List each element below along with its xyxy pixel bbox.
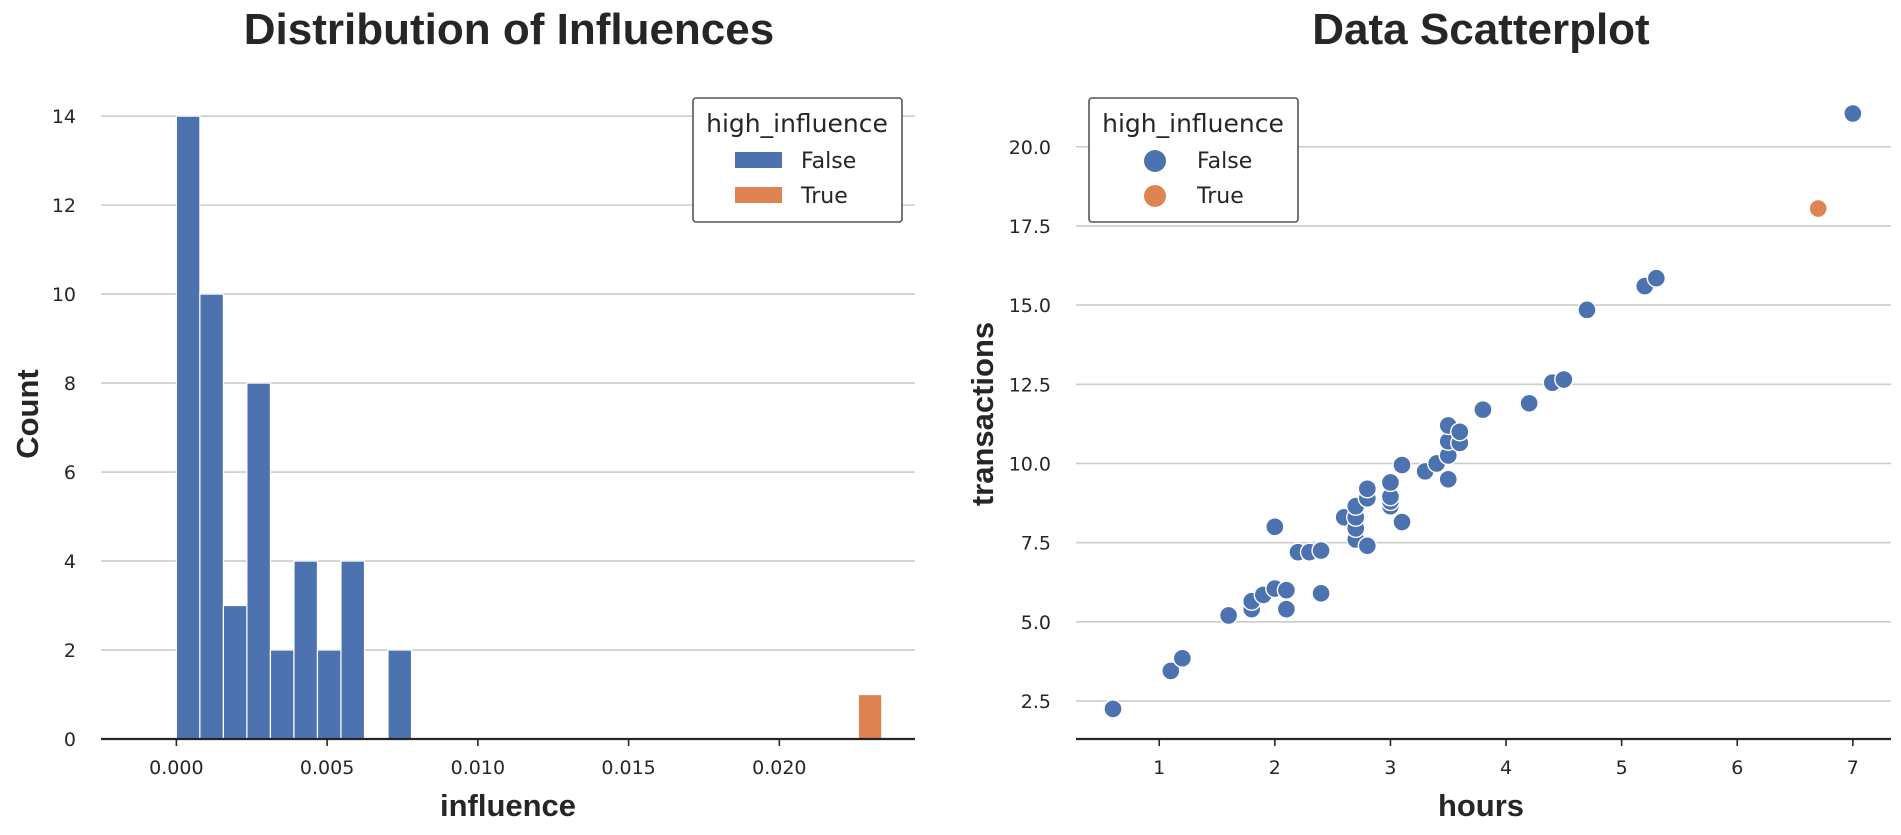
histogram-x-ticks: 0.000 0.005 0.010 0.015 0.020	[149, 739, 807, 779]
histogram-bar-false	[340, 560, 366, 740]
histogram-y-tick-label: 2	[64, 640, 76, 662]
scatter-x-tick-label: 7	[1847, 757, 1859, 779]
scatter-point-true	[1808, 198, 1828, 219]
scatter-x-tick-label: 1	[1153, 757, 1165, 779]
scatter-x-tick-label: 3	[1384, 757, 1396, 779]
histogram-y-tick-label: 10	[52, 284, 76, 306]
histogram-legend: high_influence False True	[692, 97, 903, 223]
scatter-y-tick-label: 17.5	[1009, 216, 1051, 238]
scatter-y-axis-label: transactions	[965, 322, 1000, 506]
histogram-bar-false	[269, 649, 295, 740]
scatter-y-ticks: 2.5 5.0 7.5 10.0 12.5 15.0 17.5 20.0	[1009, 137, 1051, 713]
histogram-bar-false	[222, 604, 248, 740]
scatter-y-tick-label: 2.5	[1021, 691, 1051, 713]
histogram-x-axis-label: influence	[440, 788, 576, 823]
scatter-point-false	[1646, 268, 1667, 288]
histogram-x-tick-label: 0.000	[149, 757, 203, 779]
scatter-x-axis-label: hours	[1438, 788, 1524, 823]
scatter-y-tick-label: 20.0	[1009, 137, 1051, 159]
scatter-x-tick-label: 2	[1269, 757, 1281, 779]
scatter-y-tick-label: 15.0	[1009, 295, 1051, 317]
histogram-x-tick-label: 0.005	[300, 757, 354, 779]
scatter-point-false	[1577, 300, 1597, 320]
histogram-legend-label-true: True	[800, 184, 848, 209]
scatter-legend-title: high_influence	[1102, 109, 1284, 138]
histogram-bar-true	[857, 693, 883, 740]
scatter-panel: Data Scatterplot 1 2 3 4 5 6 7 2.5 5.0 7.5 10.0 12…	[965, 5, 1891, 823]
histogram-y-tick-label: 12	[52, 195, 76, 217]
scatter-point-false	[1172, 648, 1193, 668]
scatter-legend-marker-true	[1144, 185, 1166, 207]
histogram-bar-false	[293, 560, 319, 740]
histogram-bar-false	[175, 115, 201, 740]
scatter-y-tick-label: 7.5	[1021, 533, 1051, 555]
histogram-y-tick-label: 0	[64, 729, 76, 751]
histogram-bar-false	[316, 649, 342, 740]
histogram-x-tick-label: 0.015	[601, 757, 655, 779]
scatter-point-false	[1276, 580, 1297, 600]
scatter-point-false	[1103, 699, 1123, 719]
scatter-legend-marker-false	[1144, 150, 1166, 172]
scatter-y-tick-label: 10.0	[1009, 453, 1051, 475]
scatter-y-tick-label: 12.5	[1009, 374, 1051, 396]
scatter-x-tick-label: 4	[1500, 757, 1512, 779]
histogram-y-tick-label: 14	[52, 106, 76, 128]
histogram-x-tick-label: 0.020	[752, 757, 806, 779]
scatter-point-false	[1276, 599, 1297, 619]
histogram-y-tick-label: 8	[64, 373, 76, 395]
histogram-y-axis-label: Count	[10, 369, 45, 459]
scatter-x-tick-label: 6	[1731, 757, 1743, 779]
scatter-point-false	[1519, 393, 1539, 413]
histogram-legend-swatch-true	[735, 187, 782, 203]
scatter-point-false	[1392, 455, 1412, 475]
scatter-gridlines	[1076, 145, 1891, 702]
scatter-point-false	[1438, 469, 1458, 490]
scatter-legend-label-false: False	[1197, 149, 1252, 174]
scatter-legend-box	[1088, 97, 1299, 223]
scatter-points	[1103, 103, 1863, 719]
scatter-legend: high_influence False True	[1088, 97, 1299, 223]
histogram-y-tick-label: 6	[64, 462, 76, 484]
histogram-gridlines	[101, 115, 915, 651]
histogram-panel: Distribution of Influences 0.000 0.005 0.0…	[10, 5, 915, 823]
scatter-point-false	[1161, 661, 1181, 681]
scatter-y-tick-label: 5.0	[1021, 612, 1051, 634]
scatter-point-false	[1392, 512, 1412, 532]
scatter-x-ticks: 1 2 3 4 5 6 7	[1153, 739, 1859, 779]
scatter-point-false	[1450, 422, 1470, 442]
scatter-point-false	[1218, 605, 1239, 626]
histogram-bar-false	[387, 649, 413, 740]
scatter-title: Data Scatterplot	[1312, 5, 1650, 54]
scatter-x-tick-label: 5	[1616, 757, 1628, 779]
histogram-bar-false	[199, 293, 225, 740]
scatter-point-false	[1265, 517, 1285, 537]
scatter-point-false	[1311, 540, 1331, 561]
histogram-y-tick-label: 4	[64, 551, 76, 573]
histogram-title: Distribution of Influences	[244, 5, 774, 54]
scatter-point-false	[1311, 583, 1331, 604]
histogram-y-ticks: 0 2 4 6 8 10 12 14	[52, 106, 76, 751]
scatter-point-false	[1380, 472, 1401, 493]
histogram-legend-swatch-false	[735, 152, 782, 168]
scatter-point-false	[1357, 536, 1378, 556]
scatter-point-false	[1473, 399, 1493, 420]
scatter-point-false	[1554, 369, 1574, 390]
histogram-bar-false	[246, 382, 272, 740]
scatter-point-false	[1843, 103, 1863, 124]
histogram-legend-label-false: False	[801, 149, 856, 174]
scatter-point-false	[1357, 479, 1378, 499]
histogram-legend-title: high_influence	[706, 109, 888, 138]
scatter-legend-label-true: True	[1196, 184, 1244, 209]
histogram-bars	[175, 115, 883, 740]
histogram-x-tick-label: 0.010	[451, 757, 505, 779]
